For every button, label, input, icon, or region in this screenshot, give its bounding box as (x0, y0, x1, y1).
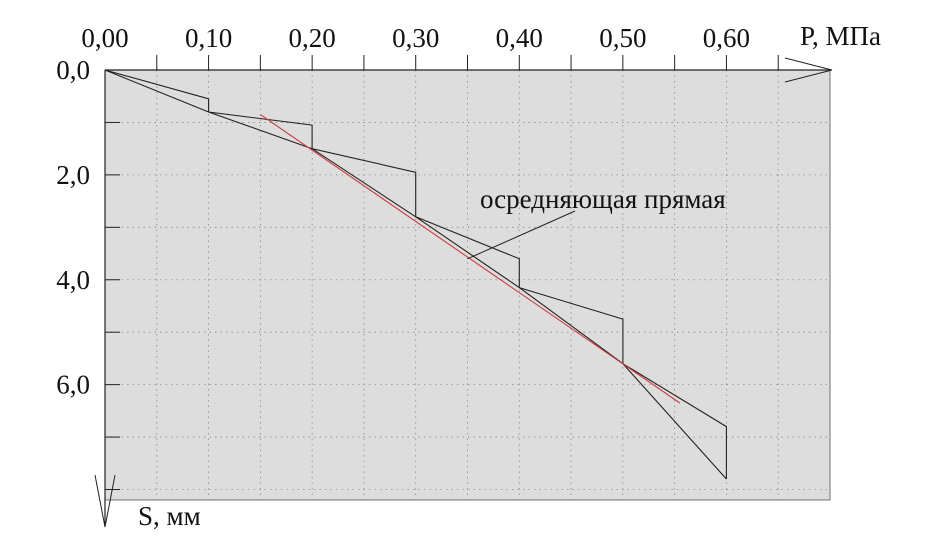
y-tick-label: 6,0 (56, 370, 90, 400)
x-tick-label: 0,10 (185, 23, 232, 53)
y-axis-arrow-icon (94, 474, 116, 528)
x-tick-label: 0,50 (599, 23, 646, 53)
x-axis-arrow-icon (784, 57, 833, 83)
y-axis-title: S, мм (138, 501, 201, 531)
y-tick-label: 2,0 (56, 160, 90, 190)
x-tick-label: 0,40 (496, 23, 543, 53)
annotation-label: осредняющая прямая (480, 184, 726, 214)
x-tick-label: 0,60 (703, 23, 750, 53)
x-tick-label: 0,20 (289, 23, 336, 53)
x-tick-label: 0,00 (81, 23, 128, 53)
series-line-trend (260, 114, 681, 404)
y-tick-label: 4,0 (56, 265, 90, 295)
x-tick-label: 0,30 (392, 23, 439, 53)
annotation-leader-line (467, 210, 576, 260)
y-tick-label: 0,0 (56, 55, 90, 85)
x-axis-title: P, МПа (800, 21, 881, 51)
